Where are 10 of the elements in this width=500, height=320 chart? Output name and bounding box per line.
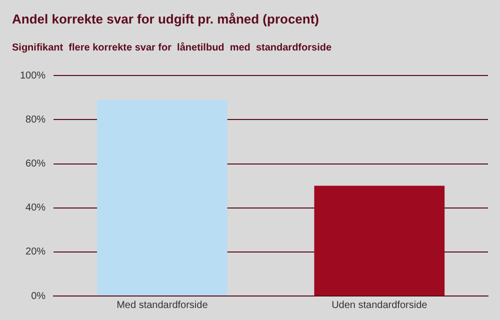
y-tick-label: 40% — [26, 202, 46, 214]
chart-subtitle: Signifikant flere korrekte svar for lånetilbud med standardforside — [12, 41, 332, 54]
y-tick-label: 20% — [26, 246, 46, 258]
x-tick-label: Med standardforside — [116, 300, 208, 311]
y-tick-label: 80% — [26, 114, 46, 126]
y-tick-label: 60% — [26, 158, 46, 170]
y-tick-label: 100% — [20, 70, 46, 82]
x-tick-label: Uden standardforside — [332, 300, 428, 311]
chart-title: Andel korrekte svar for udgift pr. måned (procent) — [12, 11, 319, 26]
y-tick-label: 0% — [31, 290, 46, 302]
